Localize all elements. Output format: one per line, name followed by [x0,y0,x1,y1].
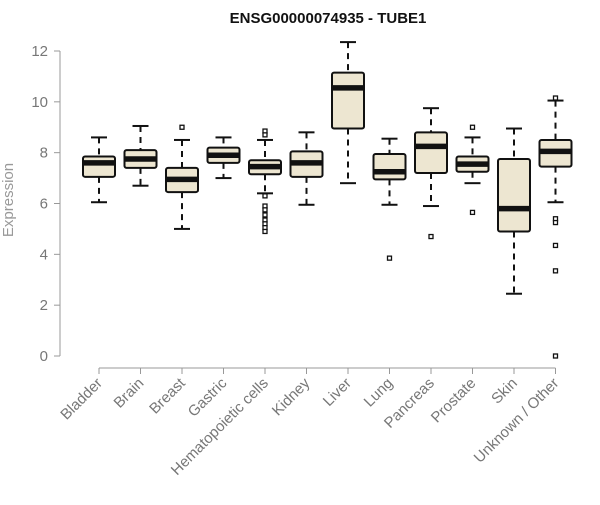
y-tick-label: 10 [31,94,48,111]
x-tick-label: Kidney [269,374,314,419]
box-iqr [82,155,116,178]
box-group [331,41,365,185]
outlier-point [428,233,434,240]
box-iqr [414,131,448,174]
box-group [82,136,116,204]
outlier-point [262,228,268,235]
box-group [289,131,324,206]
outlier-point [262,132,268,138]
x-tick-label: Bladder [57,375,106,424]
outlier-point [262,193,268,199]
box-group [372,137,407,261]
box-iqr [331,71,365,130]
box-iqr [372,152,407,181]
box-iqr [497,158,531,233]
box-group [248,128,282,235]
box-group [165,124,199,230]
x-tick-label: Prostate [428,375,480,427]
x-tick-label: Breast [146,374,189,417]
box-group [497,127,531,295]
box-group [123,124,158,187]
x-tick-label: Brain [111,375,148,412]
outlier-point [179,124,185,130]
y-tick-label: 12 [31,43,48,60]
outlier-point [262,207,268,213]
box-group [455,124,490,216]
x-tick-label: Lung [361,375,397,411]
outlier-point [552,242,559,249]
outlier-point [552,268,559,274]
outlier-point [552,353,559,359]
x-tick-label: Liver [320,375,355,410]
chart-title: ENSG00000074935 - TUBE1 [230,10,427,27]
box-group [206,136,241,180]
y-tick-label: 4 [40,246,48,263]
plot-area [82,41,573,359]
box-group [414,107,448,240]
y-tick-label: 0 [40,348,48,365]
outlier-point [469,209,476,216]
outlier-point [552,95,559,101]
y-axis: 0 2 4 6 8 10 12 [31,43,61,365]
box-group [538,95,573,359]
y-tick-label: 8 [40,145,48,162]
y-tick-label: 6 [40,196,48,213]
outlier-point [386,255,393,261]
outlier-point [262,212,268,218]
outlier-point [552,219,559,226]
y-tick-label: 2 [40,297,48,314]
x-tick-label: Skin [488,375,521,408]
outlier-point [469,124,476,130]
y-axis-label: Expression [0,163,17,237]
